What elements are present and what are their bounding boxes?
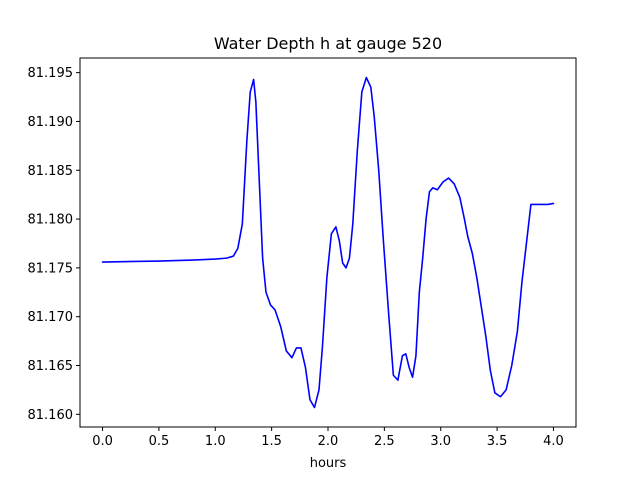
x-axis-label: hours [310,456,347,471]
x-tick-label: 4.0 [543,434,564,449]
x-axis: 0.0 0.5 1.0 1.5 2.0 2.5 3.0 3.5 4.0 [92,427,564,449]
chart-title: Water Depth h at gauge 520 [214,34,442,53]
x-tick-label: 1.0 [205,434,226,449]
x-tick-label: 0.5 [149,434,170,449]
y-tick-label: 81.185 [28,164,74,179]
y-tick-label: 81.165 [28,359,74,374]
y-tick-label: 81.160 [28,408,74,423]
y-tick-label: 81.190 [28,115,74,130]
x-tick-label: 3.5 [487,434,508,449]
x-tick-label: 0.0 [92,434,113,449]
series-line-0 [101,76,555,409]
x-tick-label: 3.0 [430,434,451,449]
x-tick-label: 2.5 [374,434,395,449]
y-tick-label: 81.180 [28,213,74,228]
x-tick-label: 2.0 [318,434,339,449]
y-tick-label: 81.195 [28,66,74,81]
y-axis: 81.160 81.165 81.170 81.175 81.180 81.185 81.1… [28,66,80,423]
y-tick-label: 81.175 [28,261,74,276]
x-tick-label: 1.5 [261,434,282,449]
y-tick-label: 81.170 [28,310,74,325]
